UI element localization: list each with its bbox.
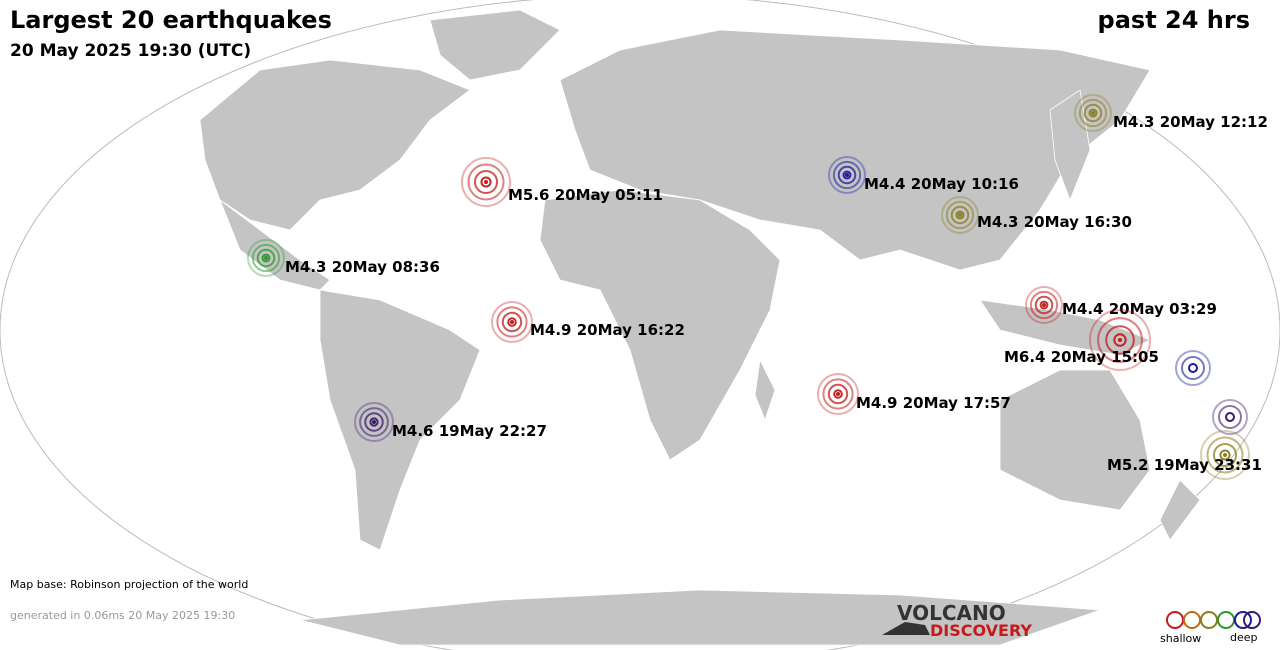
quake-ring bbox=[1083, 103, 1103, 123]
legend-shallow: shallow bbox=[1160, 632, 1201, 645]
quake-ring bbox=[491, 301, 533, 343]
quake-ring bbox=[251, 243, 281, 273]
quake-center bbox=[1223, 453, 1227, 457]
logo-icon bbox=[882, 622, 930, 635]
quake-ring bbox=[354, 402, 394, 442]
quake-ring bbox=[1097, 317, 1143, 363]
quake-ring bbox=[507, 317, 517, 327]
quake-ring bbox=[1039, 300, 1049, 310]
quake-ring bbox=[832, 160, 862, 190]
quake-ring bbox=[1219, 449, 1231, 461]
quake-ring bbox=[1200, 430, 1250, 480]
quake-label: M4.4 20May 10:16 bbox=[864, 175, 1019, 193]
quake-label: M6.4 20May 15:05 bbox=[1004, 348, 1159, 366]
quake-label: M5.6 20May 05:11 bbox=[508, 186, 663, 204]
quake-label: M4.4 20May 03:29 bbox=[1062, 300, 1217, 318]
quakes: M4.3 20May 12:12 M5.6 20May 05:11 M4.4 20M… bbox=[247, 94, 1268, 480]
quake-ring bbox=[247, 239, 285, 277]
logo-line1: VOLCANO bbox=[897, 601, 1006, 625]
quake-ring bbox=[369, 417, 379, 427]
quake-ring bbox=[1088, 108, 1098, 118]
quake-ring bbox=[473, 169, 499, 195]
quake-ring bbox=[261, 253, 271, 263]
quake-ring bbox=[480, 176, 492, 188]
quake-center bbox=[1118, 338, 1122, 342]
quake-ring bbox=[501, 311, 523, 333]
quake-ring bbox=[827, 383, 849, 405]
quake-ring bbox=[1206, 436, 1244, 474]
quake-label: M4.9 20May 17:57 bbox=[856, 394, 1011, 412]
quake-center bbox=[264, 256, 268, 260]
quake-ring bbox=[1074, 94, 1112, 132]
quake-ring bbox=[822, 378, 854, 410]
map-base: Map base: Robinson projection of the wor… bbox=[10, 578, 248, 591]
legend-deep: deep bbox=[1230, 631, 1258, 644]
quake-ring bbox=[256, 248, 276, 268]
unlabeled-quakes bbox=[1175, 350, 1248, 435]
logo-line2: DISCOVERY bbox=[930, 621, 1032, 640]
quake-center bbox=[372, 420, 376, 424]
quake-ring bbox=[1078, 98, 1108, 128]
legend-icons bbox=[1166, 611, 1261, 629]
subtitle: 20 May 2025 19:30 (UTC) bbox=[10, 41, 251, 61]
quake-ring bbox=[467, 163, 505, 201]
quake-ring bbox=[950, 205, 970, 225]
quake-ring bbox=[359, 407, 389, 437]
quake-ring bbox=[1113, 333, 1127, 347]
quake-ring bbox=[945, 200, 975, 230]
quake-ring bbox=[941, 196, 979, 234]
quake-center bbox=[1042, 303, 1046, 307]
quake-center bbox=[845, 173, 849, 177]
generated: generated in 0.06ms 20 May 2025 19:30 bbox=[10, 609, 235, 622]
title: Largest 20 earthquakes bbox=[10, 6, 332, 34]
quake-ring bbox=[955, 210, 965, 220]
quake-ring bbox=[837, 165, 857, 185]
quake-ring bbox=[817, 373, 859, 415]
quake-ring bbox=[828, 156, 866, 194]
quake-ring bbox=[833, 389, 843, 399]
quake-ring bbox=[842, 170, 852, 180]
period: past 24 hrs bbox=[1098, 6, 1250, 34]
quake-center bbox=[510, 320, 514, 324]
quake-label: M4.6 19May 22:27 bbox=[392, 422, 547, 440]
quake-label: M4.9 20May 16:22 bbox=[530, 321, 685, 339]
quake-ring bbox=[1025, 286, 1063, 324]
quake-ring bbox=[1212, 442, 1238, 468]
quake-ring bbox=[1034, 295, 1054, 315]
quake-center bbox=[836, 392, 840, 396]
quake-ring bbox=[496, 306, 528, 338]
quake-ring bbox=[364, 412, 384, 432]
quake-center bbox=[1091, 111, 1095, 115]
quake-ring bbox=[1105, 325, 1135, 355]
quake-ring bbox=[1089, 309, 1151, 371]
quake-ring bbox=[1029, 290, 1059, 320]
quake-center bbox=[484, 180, 488, 184]
quake-ring bbox=[461, 157, 511, 207]
quake-center bbox=[958, 213, 962, 217]
quake-label: M5.2 19May 23:31 bbox=[1107, 456, 1262, 474]
quake-label: M4.3 20May 16:30 bbox=[977, 213, 1132, 231]
quake-label: M4.3 20May 08:36 bbox=[285, 258, 440, 276]
quake-label: M4.3 20May 12:12 bbox=[1113, 113, 1268, 131]
